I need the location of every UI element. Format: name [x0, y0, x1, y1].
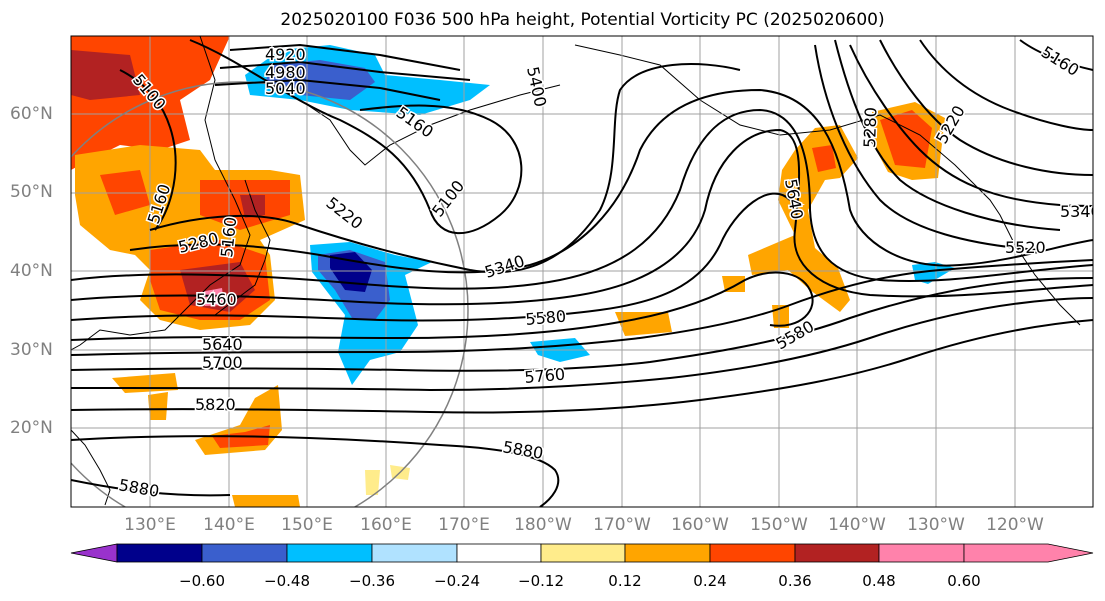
longitude-label: 170°W — [593, 515, 651, 535]
longitude-label: 120°W — [986, 515, 1044, 535]
colorbar-tick-label: 0.48 — [862, 572, 896, 590]
latitude-label: 50°N — [10, 182, 53, 202]
contour-label: 5340 — [1060, 202, 1101, 221]
map-frame — [70, 35, 1094, 508]
contour-label: 4980 — [265, 63, 306, 82]
colorbar — [70, 543, 1094, 563]
colorbar-extend-low — [70, 543, 118, 563]
contour-label: 4920 — [265, 45, 306, 64]
colorbar-tick-label: 0.12 — [608, 572, 642, 590]
colorbar-swatch — [456, 543, 542, 563]
contour-label: 5340 — [482, 251, 527, 282]
contour-label: 5760 — [524, 365, 566, 387]
longitude-label: 150°W — [750, 515, 808, 535]
longitude-label: 130°E — [124, 515, 176, 535]
contour-label: 5100 — [428, 177, 468, 221]
colorbar-swatch — [624, 543, 711, 563]
colorbar-swatch — [286, 543, 373, 563]
colorbar-swatch — [201, 543, 288, 563]
colorbar-swatch — [116, 543, 203, 563]
contour-label: 5880 — [501, 437, 544, 463]
contour-label: 5580 — [525, 307, 567, 329]
latitude-label: 40°N — [10, 261, 53, 281]
contour-label: 5040 — [265, 79, 306, 98]
contour-label: 5700 — [202, 353, 243, 372]
range-ring — [71, 81, 469, 507]
height-contours — [71, 39, 1093, 507]
colorbar-swatch — [878, 543, 965, 563]
colorbar-tick-label: −0.12 — [518, 572, 564, 590]
longitude-label: 180°W — [514, 515, 572, 535]
contour-label: 5160 — [217, 216, 240, 258]
colorbar-extend-high — [963, 543, 1094, 563]
longitude-label: 150°E — [281, 515, 333, 535]
colorbar-tick-label: −0.24 — [434, 572, 480, 590]
contour-label: 5640 — [202, 335, 243, 354]
colorbar-tick-label: −0.60 — [179, 572, 225, 590]
pv-positive-region-gulf-of-alaska — [748, 102, 945, 312]
longitude-label: 160°E — [360, 515, 412, 535]
contour-label: 5820 — [195, 395, 236, 414]
longitude-label: 160°W — [671, 515, 729, 535]
colorbar-tick-label: 0.24 — [693, 572, 727, 590]
graticule — [71, 36, 1093, 507]
colorbar-tick-label: −0.36 — [349, 572, 395, 590]
latitude-label: 30°N — [10, 340, 53, 360]
colorbar-tick-label: −0.48 — [264, 572, 310, 590]
contour-label: 5400 — [523, 65, 550, 109]
longitude-label: 140°E — [203, 515, 255, 535]
contour-label: 5280 — [860, 107, 880, 148]
longitude-label: 170°E — [438, 515, 490, 535]
colorbar-swatch — [371, 543, 458, 563]
longitude-label: 140°W — [828, 515, 886, 535]
contour-label: 5460 — [196, 290, 237, 309]
latitude-label: 60°N — [10, 104, 53, 124]
map-title: 2025020100 F036 500 hPa height, Potentia… — [280, 10, 885, 30]
latitude-label: 20°N — [10, 418, 53, 438]
longitude-label: 130°W — [907, 515, 965, 535]
colorbar-tick-label: 0.60 — [947, 572, 981, 590]
colorbar-swatch — [540, 543, 626, 563]
colorbar-swatch — [709, 543, 796, 563]
contour-label: 5520 — [1005, 238, 1046, 257]
colorbar-swatch — [794, 543, 880, 563]
contour-label: 5220 — [323, 193, 367, 233]
contour-label: 5880 — [117, 475, 160, 501]
contour-label: 5160 — [1038, 42, 1083, 80]
colorbar-tick-label: 0.36 — [778, 572, 812, 590]
